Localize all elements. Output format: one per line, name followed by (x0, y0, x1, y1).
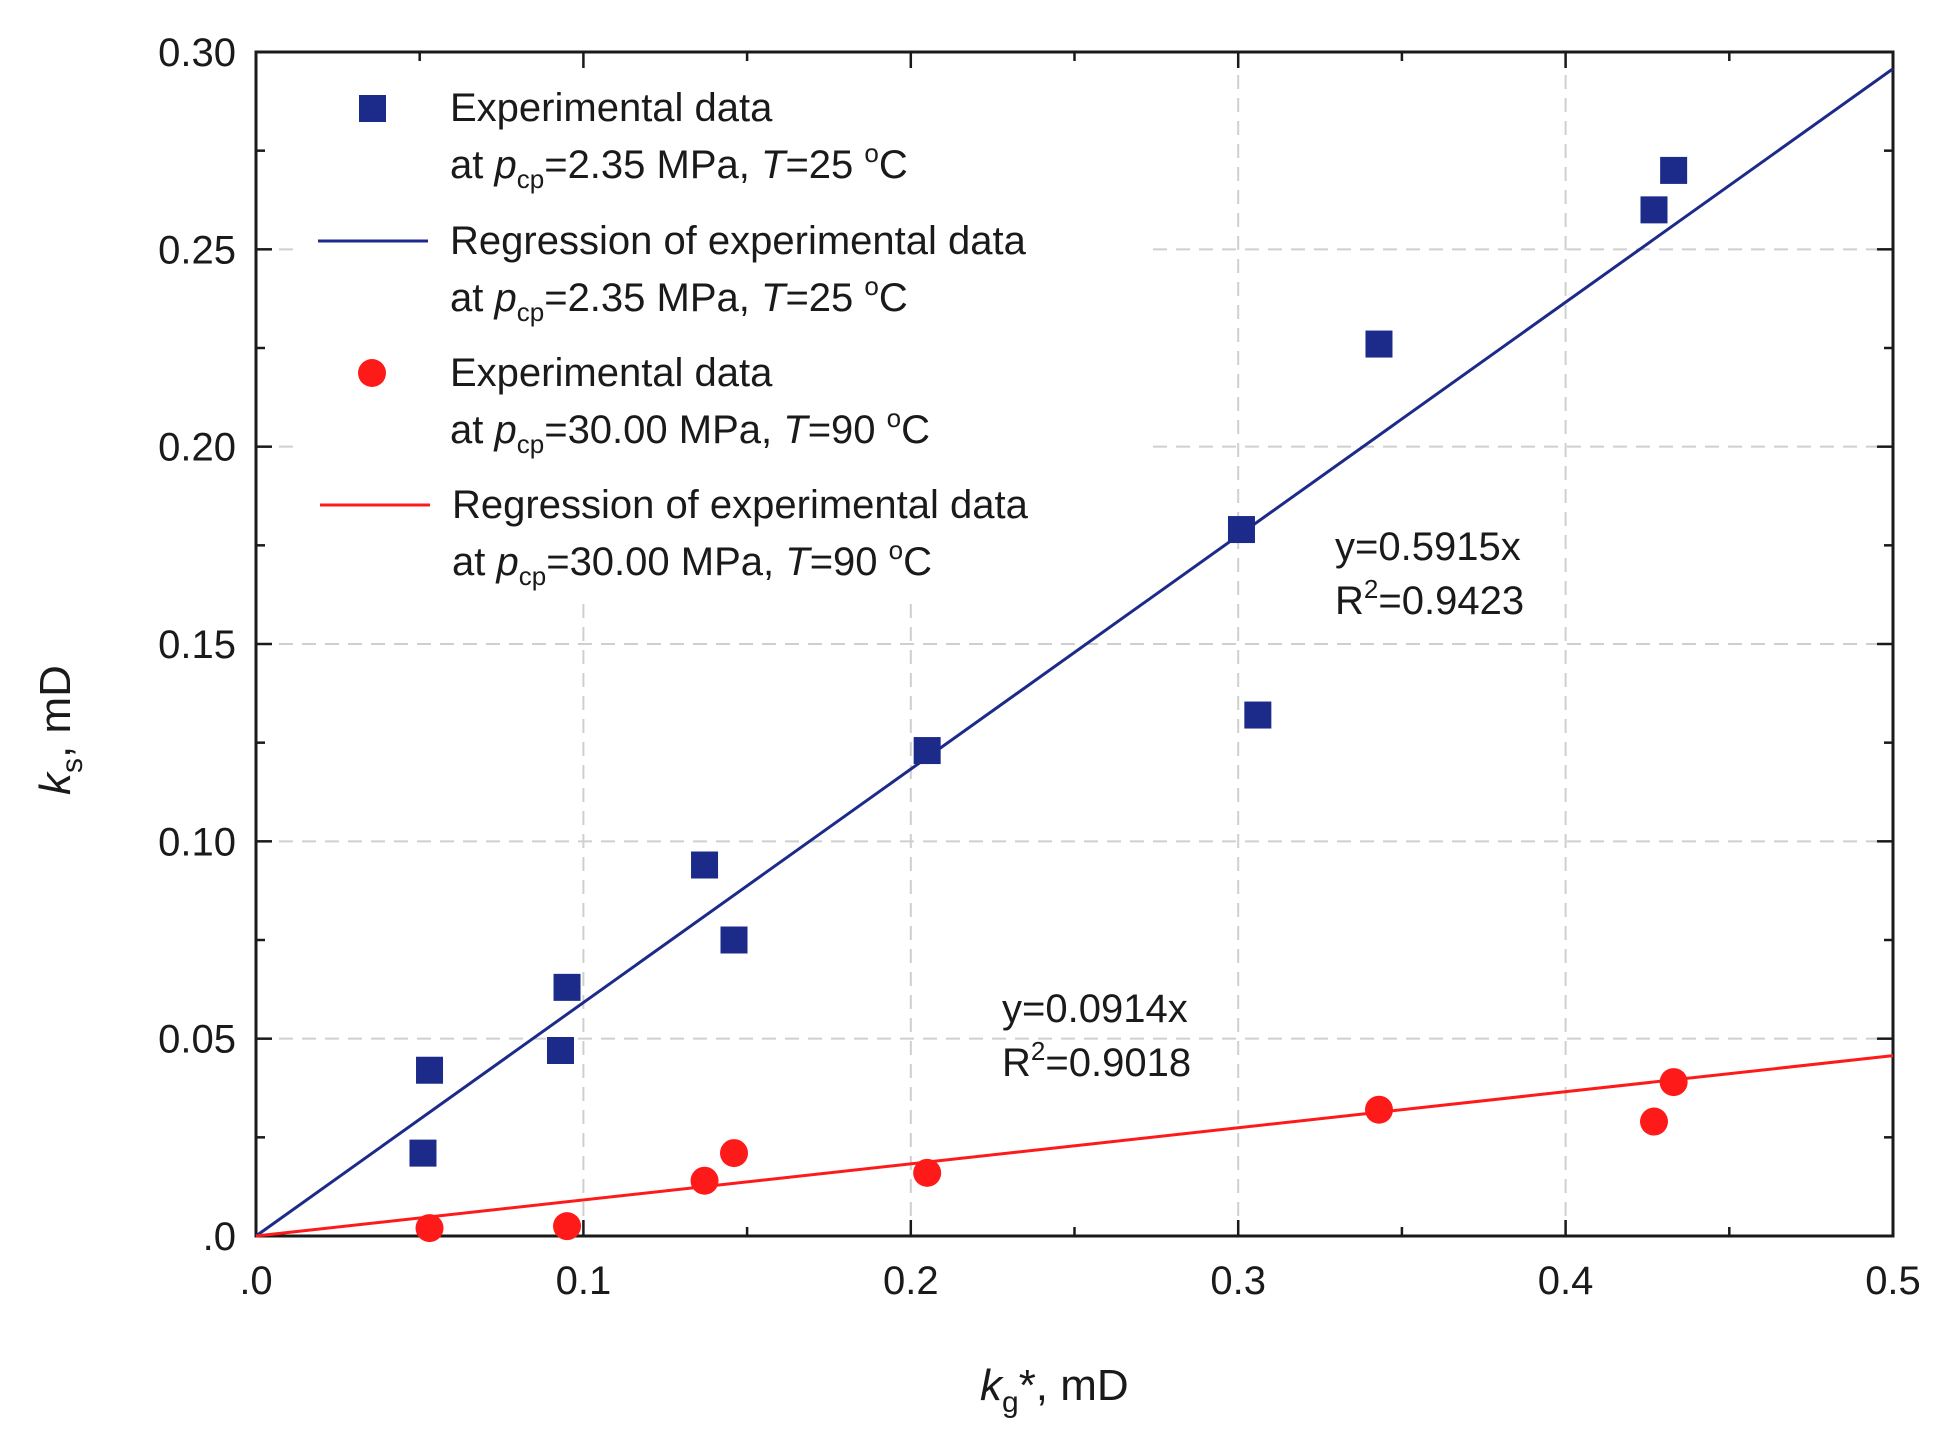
x-tick-label: 0.2 (883, 1259, 939, 1303)
x-tick-label: 0.4 (1538, 1259, 1594, 1303)
data-point-square (1365, 330, 1393, 358)
data-point-square (546, 1037, 574, 1065)
data-point-square (1640, 196, 1668, 224)
y-tick-label: 0.05 (158, 1018, 236, 1062)
data-point-circle (415, 1214, 444, 1243)
data-point-circle (553, 1212, 582, 1241)
annotation-blue-equation: y=0.5915x (1335, 525, 1521, 569)
legend-entry-1-line-2: at pcp=2.35 MPa, T=25 oC (450, 138, 908, 194)
regression-line-blue (255, 67, 1894, 1238)
data-point-square (409, 1139, 437, 1167)
y-tick-label: 0.30 (158, 31, 236, 75)
x-tick-label: .0 (239, 1259, 272, 1303)
data-point-square (553, 973, 581, 1001)
y-tick-label: 0.15 (158, 623, 236, 667)
data-point-circle (913, 1158, 942, 1187)
legend-entry-3-line-1: Experimental data (450, 351, 773, 395)
legend-circle-marker (358, 359, 386, 387)
legend-entry-1-line-1: Experimental data (450, 86, 773, 130)
data-markers (409, 156, 1688, 1243)
data-point-square (913, 737, 941, 765)
x-tick-label: 0.3 (1210, 1259, 1266, 1303)
x-tick-label: 0.1 (556, 1259, 612, 1303)
annotation-red-equation: y=0.0914x (1002, 987, 1188, 1031)
data-point-square (720, 926, 748, 954)
data-point-square (1660, 156, 1688, 184)
annotation-blue-r2: R2=0.9423 (1335, 574, 1524, 623)
legend: Experimental data at pcp=2.35 MPa, T=25 … (318, 86, 1029, 591)
y-axis-title: ks, mD (31, 665, 89, 795)
annotation-red-r2: R2=0.9018 (1002, 1036, 1191, 1085)
data-point-square (691, 851, 719, 879)
legend-entry-2-line-1: Regression of experimental data (450, 219, 1027, 263)
data-point-circle (690, 1166, 719, 1195)
regression-line-red (255, 1054, 1894, 1238)
legend-background (300, 70, 1150, 600)
legend-entry-2-line-2: at pcp=2.35 MPa, T=25 oC (450, 271, 908, 327)
x-tick-label: 0.5 (1865, 1259, 1921, 1303)
regression-lines (255, 67, 1894, 1238)
data-point-square (416, 1056, 444, 1084)
y-tick-label: .0 (203, 1215, 236, 1259)
legend-entry-3-line-2: at pcp=30.00 MPa, T=90 oC (450, 403, 930, 459)
x-axis-title: kg*, mD (980, 1361, 1129, 1419)
axis-ticks: .0 0.1 0.2 0.3 0.4 0.5 .0 0.05 0.10 0.15 0.20 0.25 0… (158, 31, 1921, 1303)
y-tick-label: 0.10 (158, 820, 236, 864)
legend-entry-4-line-1: Regression of experimental data (452, 483, 1029, 527)
data-point-circle (1364, 1095, 1393, 1124)
y-tick-label: 0.25 (158, 228, 236, 272)
data-point-square (1227, 516, 1255, 544)
regression-annotations: y=0.5915x R2=0.9423 y=0.0914x R2=0.9018 (1002, 525, 1524, 1085)
data-point-square (1244, 701, 1272, 729)
legend-entry-4-line-2: at pcp=30.00 MPa, T=90 oC (452, 535, 932, 591)
y-tick-label: 0.20 (158, 426, 236, 470)
data-point-circle (1639, 1107, 1668, 1136)
data-point-circle (720, 1139, 749, 1168)
legend-square-marker (359, 95, 386, 122)
data-point-circle (1659, 1068, 1688, 1097)
